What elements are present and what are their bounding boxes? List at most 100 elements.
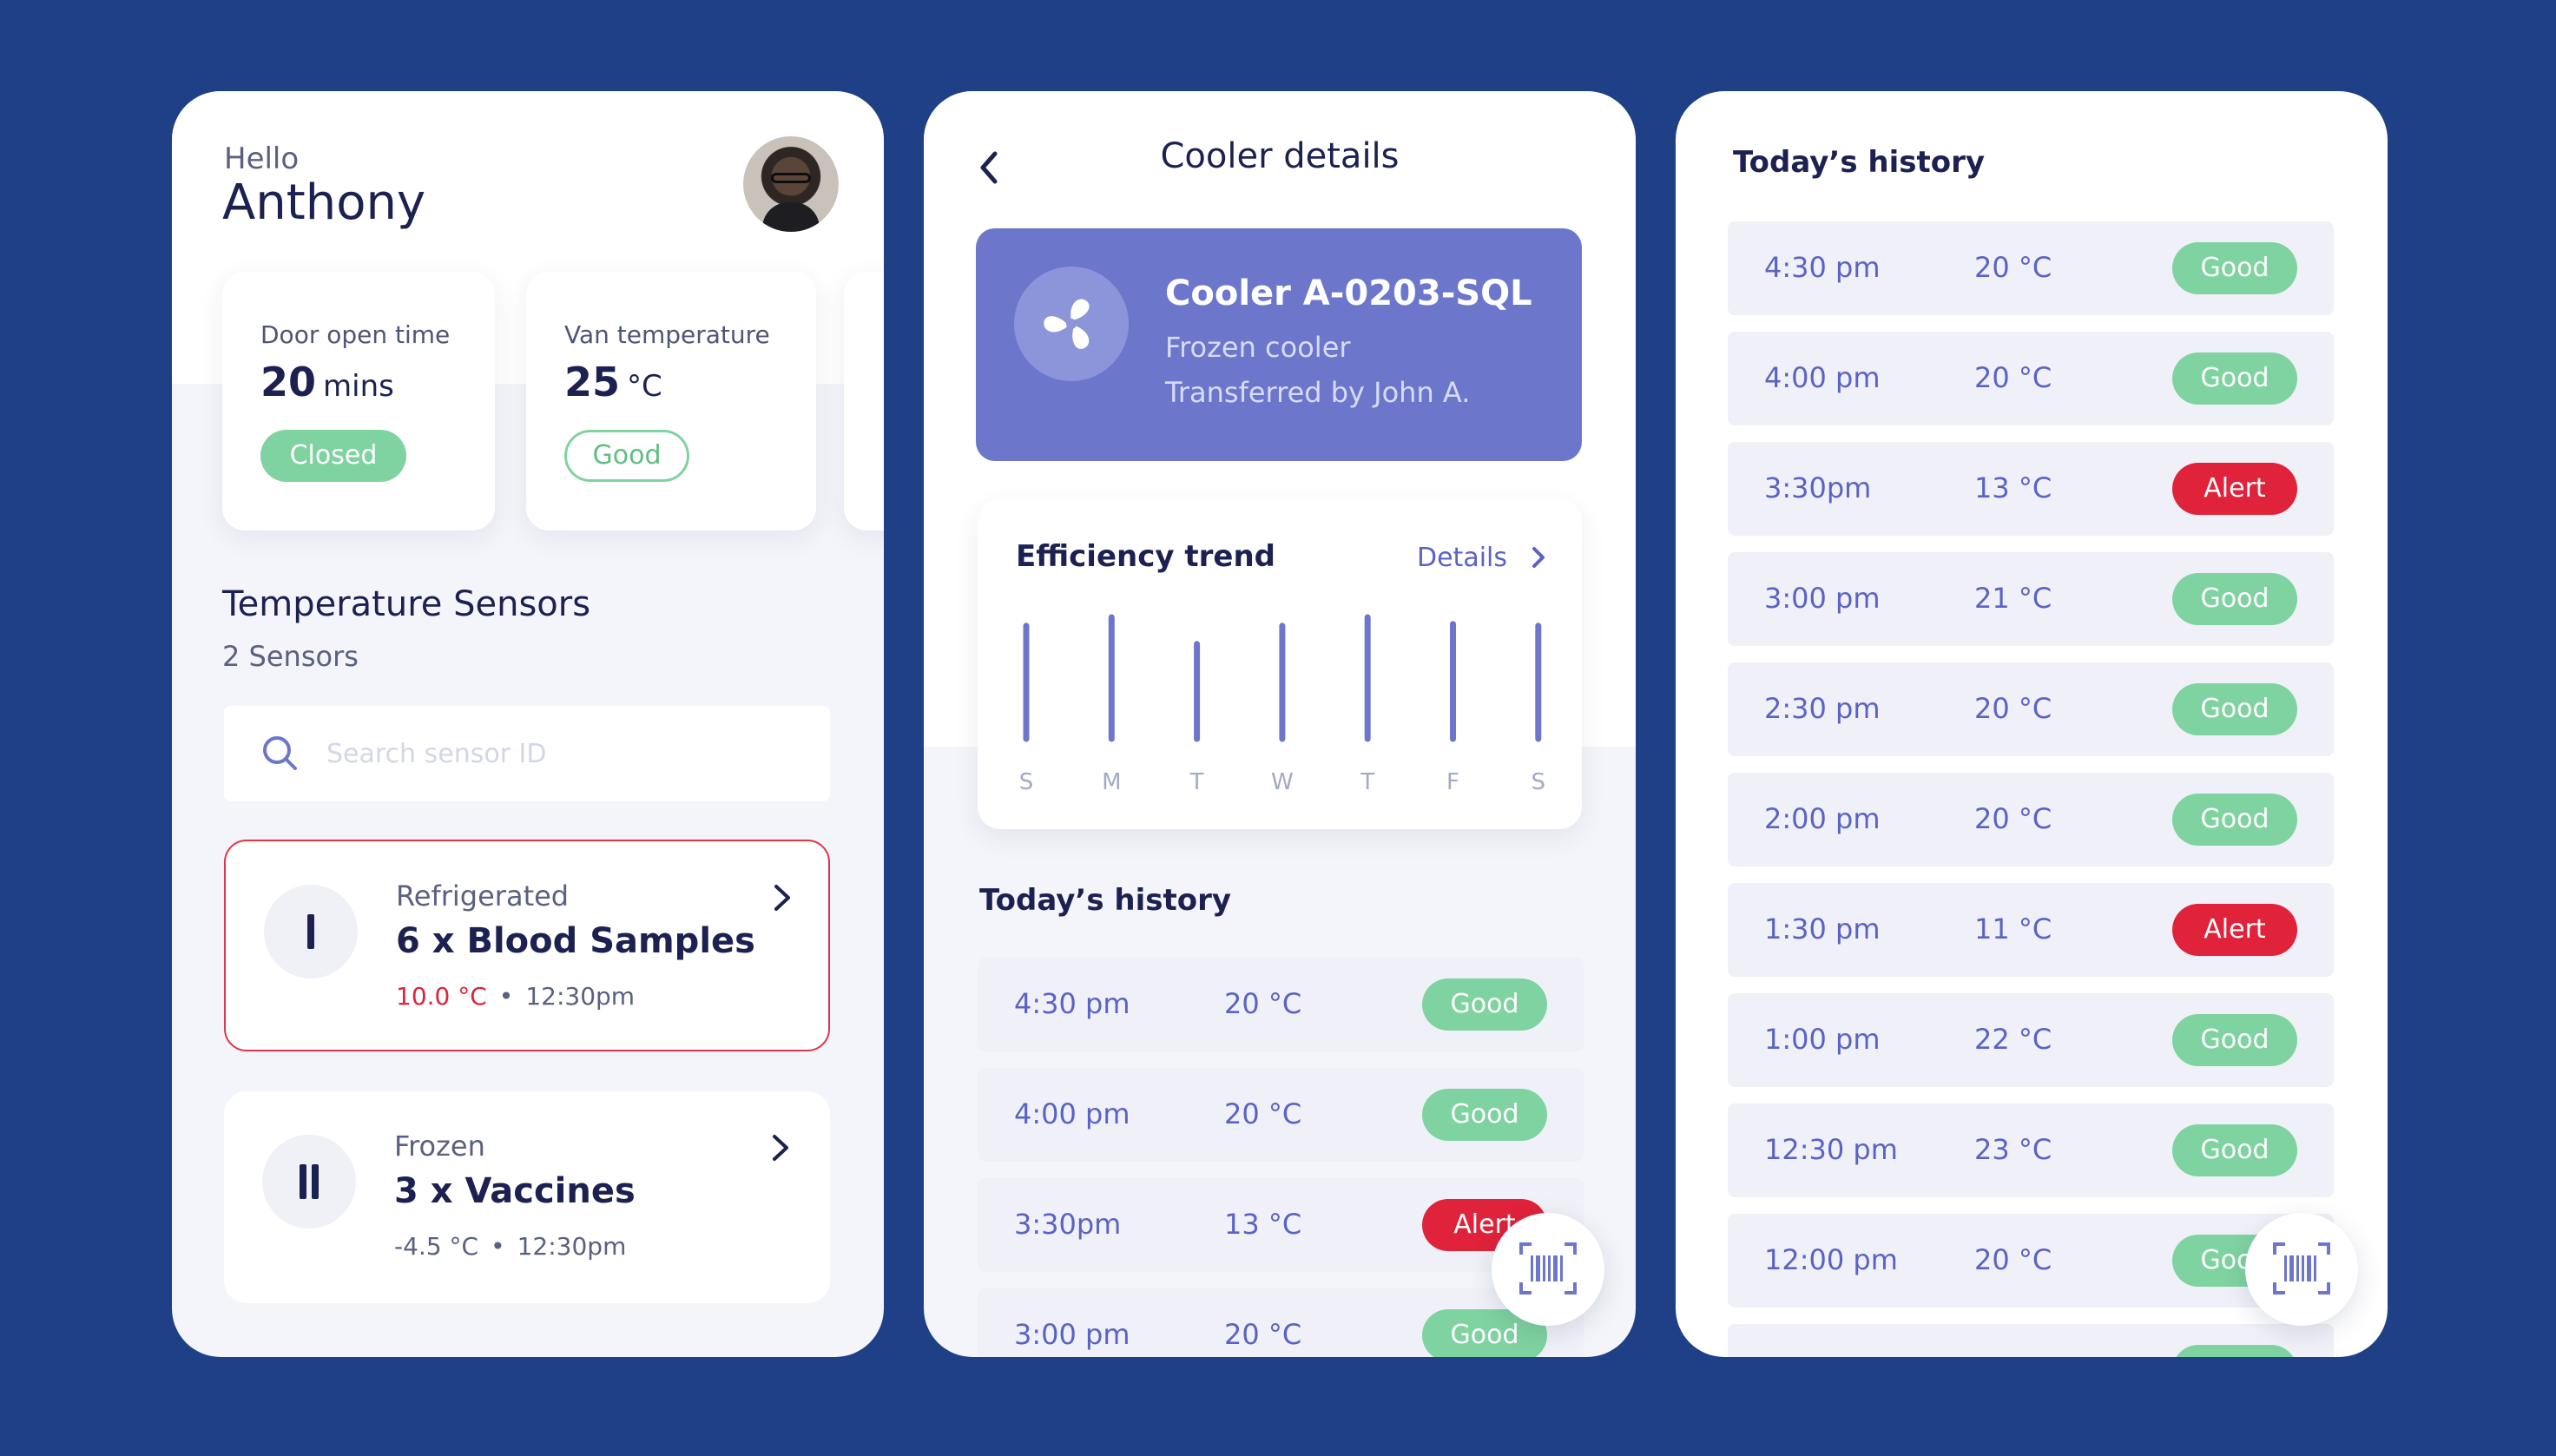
history-row[interactable] [1728, 1324, 2334, 1357]
history-time: 4:30 pm [1014, 987, 1130, 1020]
history-time: 2:00 pm [1764, 802, 1881, 835]
door-open-time-card[interactable]: Door open time 20 mins Closed [222, 272, 495, 530]
trend-day-label: F [1446, 769, 1459, 795]
history-row[interactable]: 1:30 pm 11 °C Alert [1728, 883, 2334, 977]
history-row[interactable]: 3:30pm 13 °C Alert [1728, 442, 2334, 536]
chevron-right-icon[interactable] [1530, 544, 1547, 570]
history-row[interactable]: 2:00 pm 20 °C Good [1728, 773, 2334, 866]
trend-day-label: M [1102, 769, 1121, 795]
sensor-type: Refrigerated [396, 880, 570, 912]
stat-unit: °C [627, 369, 662, 404]
history-row[interactable]: 2:30 pm 20 °C Good [1728, 662, 2334, 756]
search-icon [263, 736, 297, 770]
greeting: Hello [224, 142, 300, 176]
sensor-temp: -4.5 °C [394, 1232, 479, 1261]
history-row[interactable]: 3:00 pm 21 °C Good [1728, 552, 2334, 646]
history-temp: 20 °C [1974, 1243, 2052, 1276]
history-time: 4:30 pm [1764, 251, 1881, 284]
history-time: 1:30 pm [1764, 912, 1881, 945]
cooler-details-screen: Cooler details Cooler A-0203-SQL Frozen … [924, 91, 1636, 1357]
avatar-glasses [771, 173, 811, 183]
history-row[interactable]: 3:00 pm 20 °C Good [978, 1288, 1584, 1357]
status-badge: Good [2172, 1124, 2297, 1176]
history-temp: 20 °C [1974, 802, 2052, 835]
status-badge: Good [1422, 978, 1547, 1031]
history-temp: 20 °C [1224, 1097, 1302, 1130]
history-row[interactable]: 3:30pm 13 °C Alert [978, 1178, 1584, 1272]
double-bar-icon [262, 1135, 356, 1229]
stat-value: 20 mins [260, 359, 394, 405]
trend-day-label: T [1189, 769, 1204, 795]
history-title: Today’s history [1733, 145, 1986, 180]
cooler-type: Frozen cooler [1165, 331, 1351, 364]
trend-details-link[interactable]: Details [1417, 543, 1508, 573]
partial-stat-card[interactable] [844, 272, 884, 530]
history-time: 12:30 pm [1764, 1133, 1898, 1166]
history-title: Today’s history [979, 883, 1232, 918]
stat-unit: mins [323, 369, 394, 404]
history-row[interactable]: 12:30 pm 23 °C Good [1728, 1104, 2334, 1197]
barcode-icon [2273, 1242, 2330, 1295]
search-input[interactable] [326, 730, 795, 777]
user-name: Anthony [222, 175, 426, 231]
history-temp: 11 °C [1974, 912, 2052, 945]
history-temp: 13 °C [1224, 1208, 1302, 1241]
sensor-temp: 10.0 °C [396, 982, 487, 1011]
sensor-card-vaccines[interactable]: Frozen 3 x Vaccines -4.5 °C • 12:30pm [224, 1091, 830, 1303]
history-temp: 22 °C [1974, 1023, 2052, 1056]
search-bar[interactable] [224, 706, 830, 801]
trend-day-label: S [1532, 769, 1546, 795]
chevron-right-icon[interactable] [771, 883, 794, 912]
history-temp: 21 °C [1974, 582, 2052, 615]
stat-label: Door open time [260, 320, 451, 349]
van-temperature-card[interactable]: Van temperature 25 °C Good [526, 272, 816, 530]
history-time: 4:00 pm [1014, 1097, 1130, 1130]
sensor-card-blood-samples[interactable]: Refrigerated 6 x Blood Samples 10.0 °C • 1… [224, 840, 830, 1051]
sensor-time: 12:30pm [517, 1232, 627, 1261]
sensor-meta: -4.5 °C • 12:30pm [394, 1232, 626, 1261]
single-bar-icon [264, 885, 358, 978]
history-row[interactable]: 12:00 pm 20 °C Good [1728, 1214, 2334, 1308]
barcode-icon [1519, 1242, 1577, 1295]
history-temp: 20 °C [1974, 361, 2052, 394]
stat-label: Van temperature [564, 320, 770, 349]
history-temp: 13 °C [1974, 471, 2052, 504]
history-row[interactable]: 4:00 pm 20 °C Good [1728, 332, 2334, 425]
sensors-count: 2 Sensors [222, 640, 359, 673]
history-temp: 20 °C [1974, 692, 2052, 725]
history-row[interactable]: 4:30 pm 20 °C Good [978, 958, 1584, 1051]
history-temp: 23 °C [1974, 1133, 2052, 1166]
status-badge: Good [2172, 683, 2297, 735]
avatar[interactable] [743, 136, 839, 232]
efficiency-trend-card: S M T W T F S Efficiency trend Details [978, 499, 1582, 829]
history-row[interactable]: 1:00 pm 22 °C Good [1728, 993, 2334, 1087]
trend-day-label: S [1019, 769, 1034, 795]
separator-dot: • [498, 982, 514, 1011]
status-badge: Good [2172, 573, 2297, 625]
sensor-meta: 10.0 °C • 12:30pm [396, 982, 635, 1011]
status-badge [2172, 1345, 2297, 1357]
chevron-right-icon[interactable] [769, 1133, 792, 1163]
sensors-title: Temperature Sensors [222, 584, 591, 624]
home-screen: Hello Anthony Door open time 20 mins Clos… [172, 91, 884, 1357]
history-row[interactable]: 4:30 pm 20 °C Good [1728, 221, 2334, 315]
status-badge: Closed [260, 430, 406, 482]
cooler-transferred-by: Transferred by John A. [1165, 376, 1471, 409]
back-chevron-icon[interactable] [969, 142, 1007, 194]
status-badge: Good [2172, 242, 2297, 294]
status-badge: Good [1422, 1309, 1547, 1357]
barcode-scan-button[interactable] [1492, 1213, 1604, 1326]
history-temp: 20 °C [1974, 251, 2052, 284]
page-title: Cooler details [1160, 136, 1400, 176]
status-badge: Good [564, 430, 689, 482]
sensor-name: 6 x Blood Samples [396, 921, 755, 961]
separator-dot: • [491, 1232, 505, 1261]
trend-title: Efficiency trend [1016, 539, 1275, 574]
sensor-name: 3 x Vaccines [394, 1171, 636, 1211]
history-temp: 20 °C [1224, 987, 1302, 1020]
history-row[interactable]: 4:00 pm 20 °C Good [978, 1068, 1584, 1162]
history-time: 3:30pm [1764, 471, 1872, 504]
sensor-time: 12:30pm [525, 982, 636, 1011]
barcode-scan-button[interactable] [2245, 1213, 2358, 1326]
history-time: 2:30 pm [1764, 692, 1881, 725]
